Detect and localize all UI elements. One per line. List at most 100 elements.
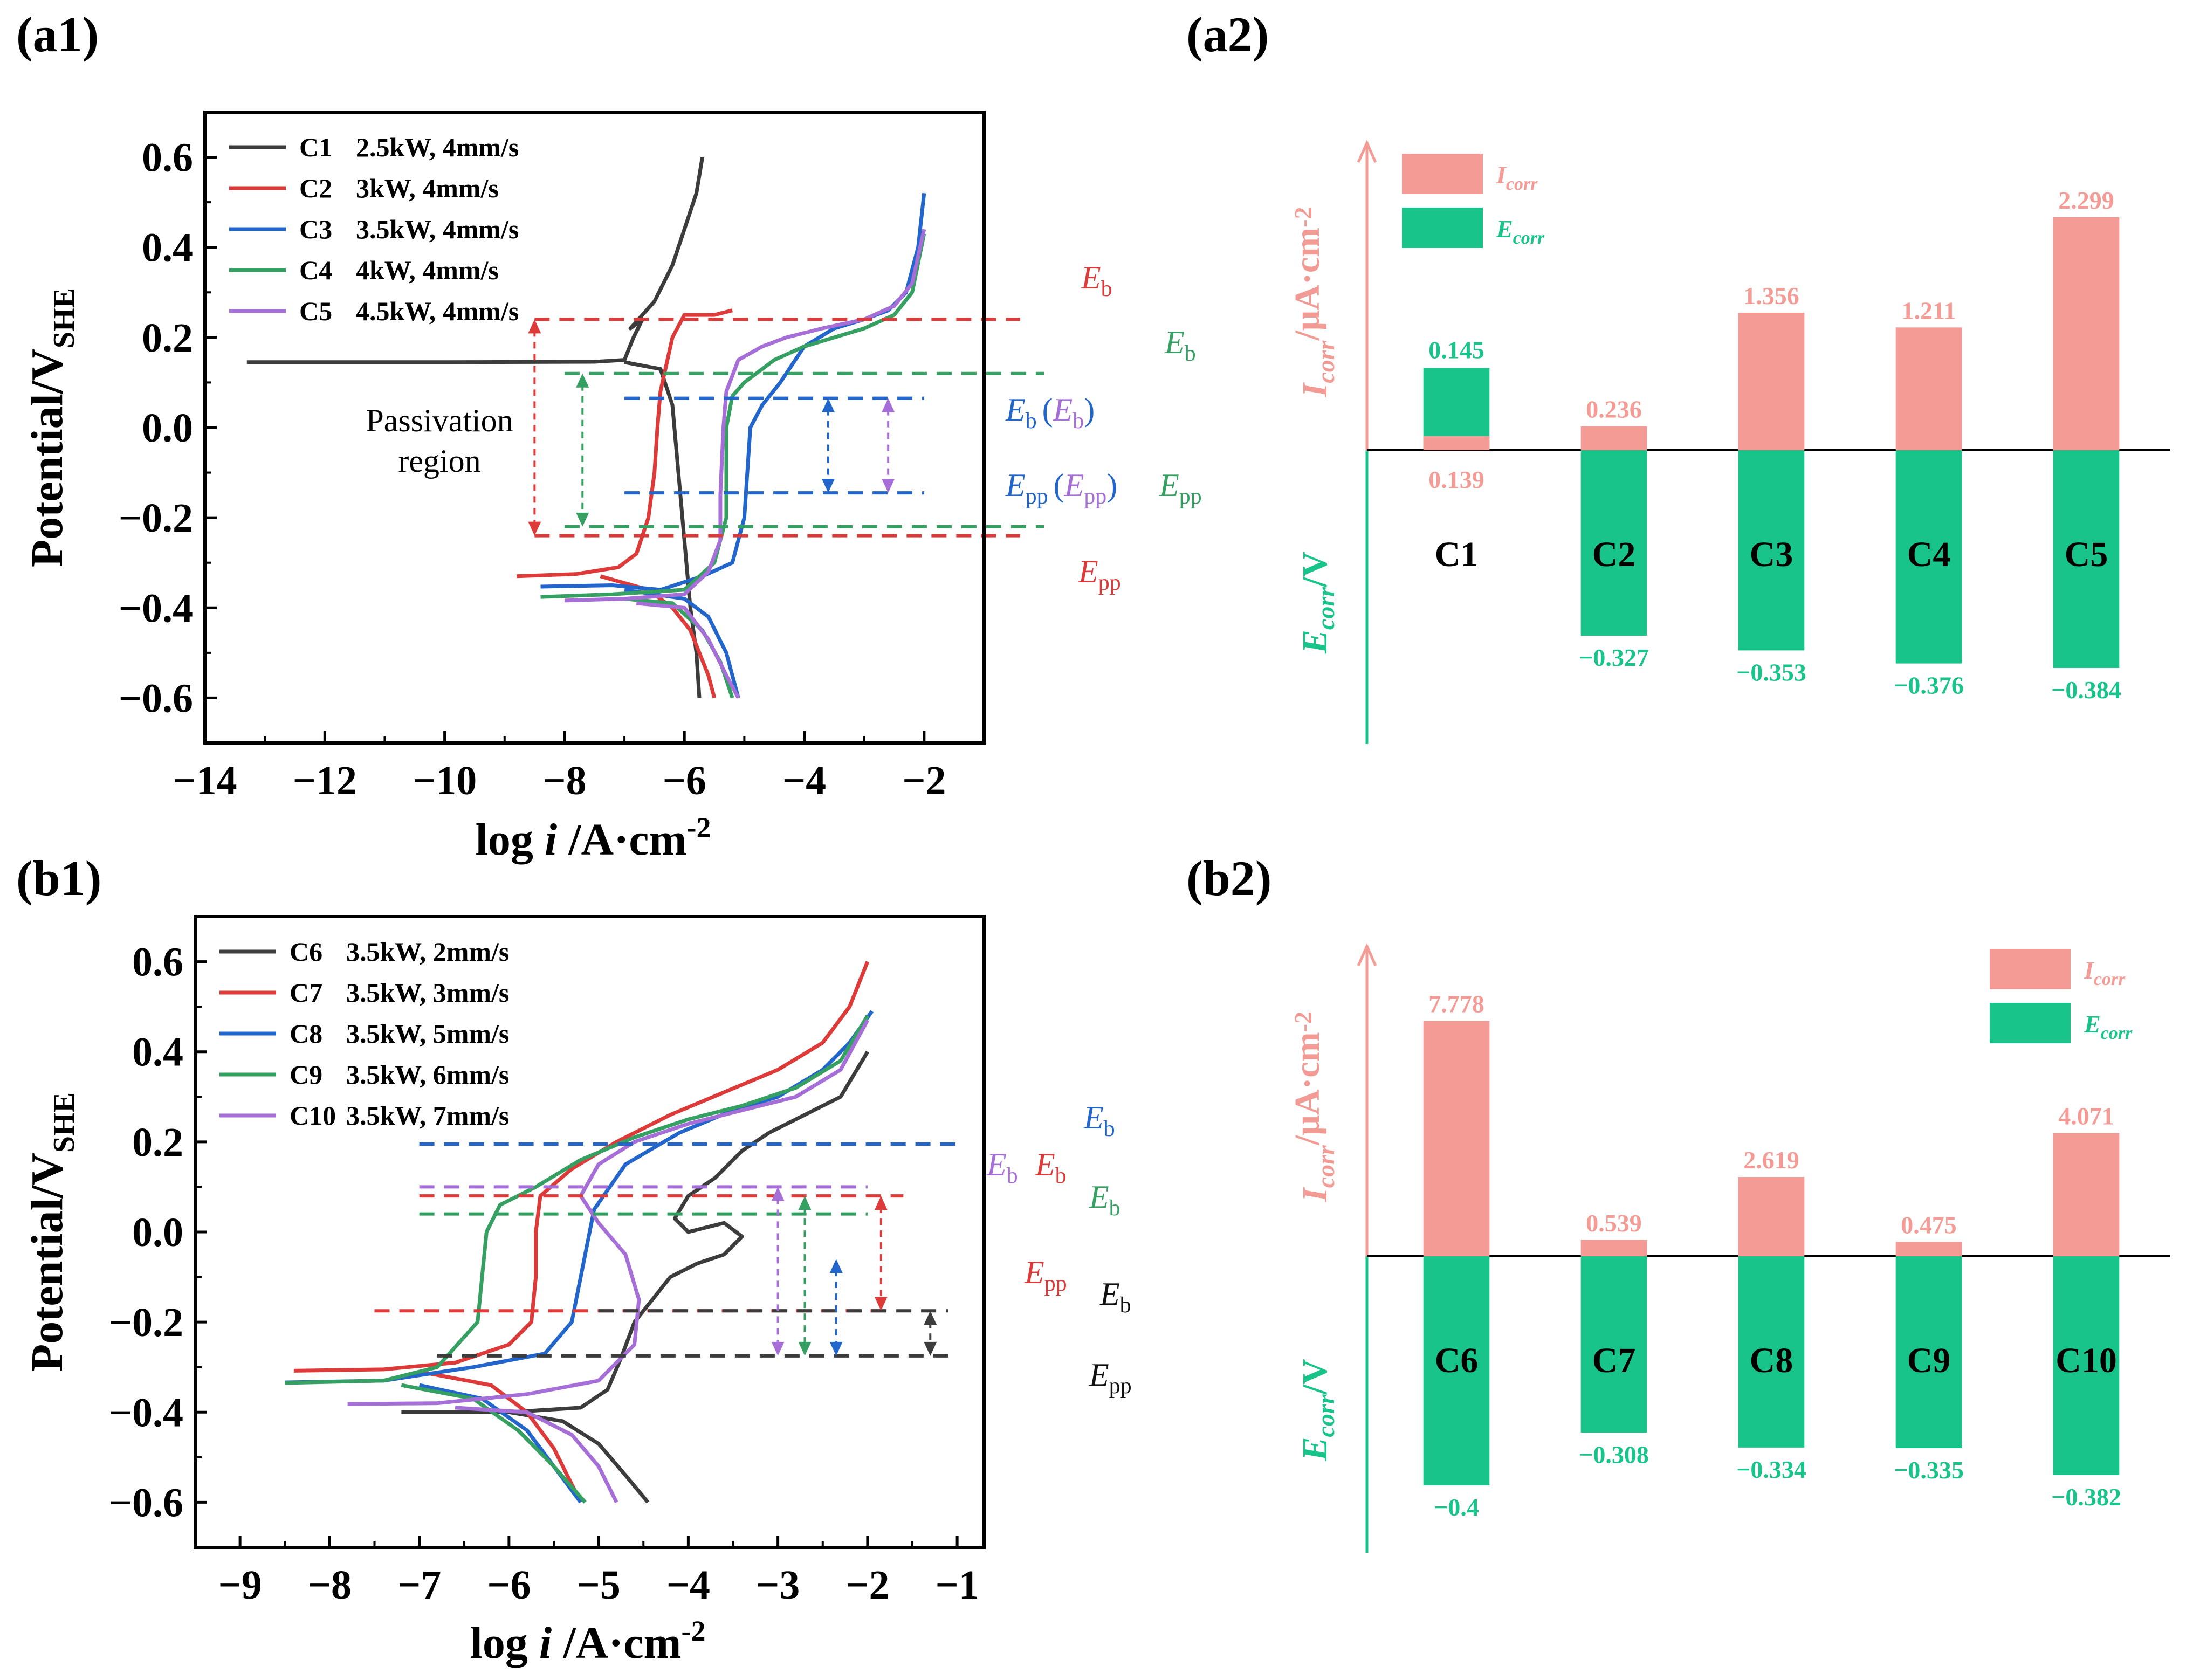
arrow-head [829, 1259, 843, 1273]
arrow-head [882, 398, 895, 412]
eb-label-red: Eb [1035, 1147, 1067, 1188]
panel-label-b2: (b2) [1186, 851, 1271, 906]
passivation-label: region [398, 443, 480, 479]
icorr-bar [2053, 1133, 2120, 1256]
legend-label: C6 [290, 937, 322, 967]
icorr-axis-title: Icorr/μA·cm-2 [1288, 207, 1339, 398]
ecorr-value: −0.308 [1579, 1441, 1649, 1468]
icorr-value: 1.211 [1902, 297, 1956, 324]
arrow-head [924, 1311, 937, 1325]
legend-label: C1 [299, 132, 332, 162]
category-label: C8 [1750, 1341, 1793, 1380]
legend: C1 2.5kW, 4mm/s C2 3kW, 4mm/s C3 3.5kW, 4mm/s… [229, 132, 519, 326]
x-tick-label: −8 [542, 758, 586, 803]
ecorr-bar [1580, 450, 1647, 636]
arrow-head [829, 1341, 843, 1356]
epp-label-red: Epp [1024, 1255, 1067, 1296]
icorr-value: 2.619 [1743, 1146, 1799, 1174]
series-line-c6 [401, 1050, 869, 1414]
bar-chart-a2: 0.145 0.139 C1 0.236 −0.327 C2 1.356 −0.353 C3 1.… [1288, 139, 2170, 744]
epp-label-blue: Epp (Epp) [1005, 467, 1117, 509]
x-tick-label: −4 [782, 758, 826, 803]
icorr-bar [1423, 436, 1490, 450]
ecorr-bar [1738, 1256, 1805, 1448]
icorr-bar [1738, 313, 1805, 450]
arrow-head [822, 398, 835, 412]
legend-label: C10 [290, 1100, 336, 1131]
passivation-label: Passivation [366, 403, 513, 438]
icorr-axis-title: Icorr/μA·cm-2 [1288, 1011, 1339, 1202]
polarization-chart-a1: −14 −12 −10 −8 −6 −4 −2 0.6 0.4 0.2 0.0 −0.2 −0.4 −0.… [22, 111, 1202, 865]
arrow-head [528, 521, 541, 536]
x-tick-label: −7 [397, 1562, 441, 1608]
arrow-head [874, 1297, 888, 1311]
ecorr-bar [1423, 1256, 1490, 1485]
ecorr-axis-title: Ecorr/V [1295, 552, 1339, 654]
epp-label-green: Epp [1159, 467, 1202, 509]
ecorr-bar [1580, 1256, 1647, 1433]
y-axis-title: Potential/VSHE [22, 288, 81, 567]
x-tick-label: −2 [845, 1562, 889, 1608]
icorr-bar [1580, 1240, 1647, 1256]
series-line-c2 [516, 308, 733, 579]
icorr-bar [1738, 1177, 1805, 1256]
eb-label-red: Eb [1081, 260, 1112, 301]
y-tick-label: 0.0 [142, 405, 193, 451]
x-tick-label: −8 [308, 1562, 352, 1608]
legend-desc: 3.5kW, 2mm/s [346, 937, 509, 967]
eb-label-black: Eb [1099, 1276, 1131, 1318]
legend-label-ecorr: Ecorr [1496, 215, 1545, 248]
legend-swatch-icorr [1402, 154, 1483, 194]
eb-label-blue: Eb (Eb) [1005, 392, 1095, 433]
legend-label: C4 [299, 255, 332, 285]
icorr-value: 2.299 [2058, 187, 2114, 214]
series-line-c5-cath [636, 601, 740, 699]
ecorr-value: −0.4 [1434, 1493, 1479, 1521]
series-line-c9 [285, 1015, 869, 1385]
x-tick-label: −10 [413, 758, 477, 803]
icorr-value: 7.778 [1428, 990, 1484, 1018]
eb-label-blue: Eb [1083, 1100, 1115, 1141]
y-tick-label: −0.4 [119, 586, 193, 631]
y-tick-label: 0.2 [142, 315, 193, 361]
axis-arrow [1357, 139, 1377, 163]
x-tick-label: −3 [756, 1562, 800, 1608]
x-tick-label: −12 [293, 758, 357, 803]
icorr-value: 1.356 [1743, 282, 1799, 309]
category-label: C3 [1750, 535, 1793, 574]
y-tick-label: −0.2 [109, 1300, 183, 1345]
ecorr-value: −0.382 [2051, 1483, 2121, 1511]
legend-desc: 3kW, 4mm/s [356, 173, 499, 203]
arrow-head [576, 512, 589, 527]
legend-desc: 4kW, 4mm/s [356, 255, 499, 285]
x-axis-title: log i /A·cm-2 [476, 811, 711, 865]
ecorr-bar [1895, 1256, 1962, 1448]
legend-desc: 3.5kW, 7mm/s [346, 1100, 509, 1131]
legend-label-ecorr: Ecorr [2084, 1010, 2133, 1043]
series-line-c1-cath [624, 360, 702, 698]
epp-label-red: Epp [1078, 554, 1121, 595]
y-tick-label: 0.6 [142, 135, 193, 181]
y-tick-label: −0.6 [119, 676, 193, 721]
icorr-bar [1895, 1242, 1962, 1256]
x-tick-label: −1 [935, 1562, 979, 1608]
category-label: C10 [2055, 1341, 2117, 1380]
legend-label: C2 [299, 173, 332, 203]
icorr-value: 4.071 [2058, 1103, 2114, 1130]
ecorr-value: −0.335 [1894, 1456, 1964, 1484]
legend-label: C3 [299, 214, 332, 244]
ecorr-value: 0.145 [1428, 336, 1484, 363]
panel-label-a2: (a2) [1186, 7, 1269, 62]
icorr-value: 0.539 [1586, 1209, 1642, 1237]
icorr-bar [1580, 426, 1647, 450]
y-tick-label: 0.0 [132, 1210, 183, 1255]
arrow-head [771, 1187, 785, 1201]
x-tick-label: −6 [663, 758, 706, 803]
polarization-chart-b1: −9 −8 −7 −6 −5 −4 −3 −2 −1 0.6 0.4 0.2 0.0 −0.2 −0.4 −0… [22, 915, 1132, 1668]
legend-desc: 3.5kW, 3mm/s [346, 977, 509, 1008]
series-line-c6-cath [508, 1410, 650, 1504]
legend-desc: 3.5kW, 5mm/s [346, 1018, 509, 1049]
y-tick-label: 0.6 [132, 940, 183, 985]
panel-label-a1: (a1) [16, 7, 99, 62]
ecorr-value: −0.334 [1736, 1456, 1806, 1483]
